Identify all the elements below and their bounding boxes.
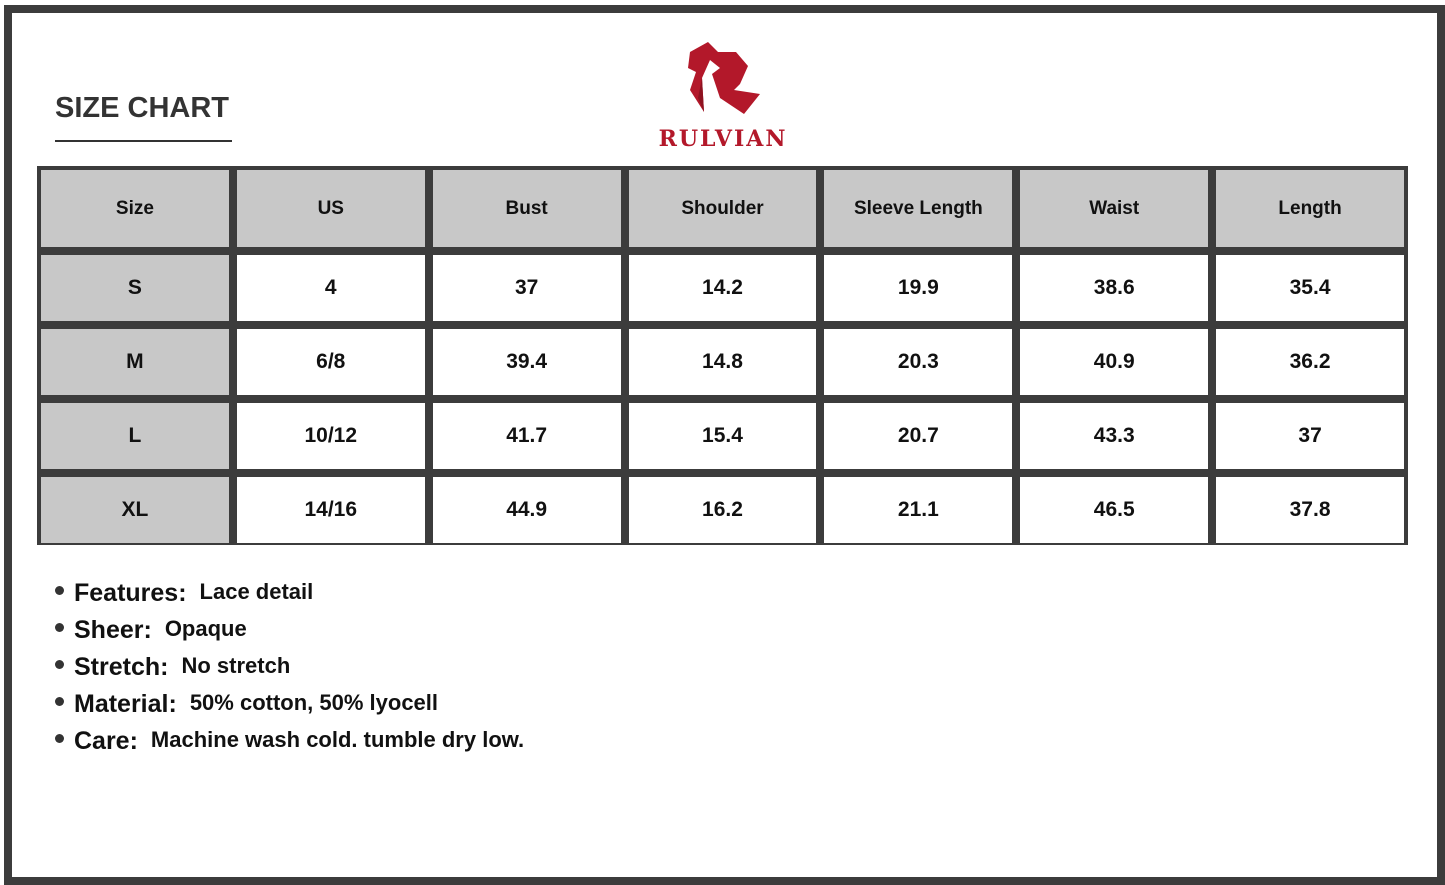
feature-value: Machine wash cold. tumble dry low. [150,726,525,752]
table-cell: 36.2 [1216,329,1404,395]
table-cell: 15.4 [628,403,817,469]
table-cell: 19.9 [824,255,1013,321]
table-cell: 14.2 [628,255,817,321]
table-cell: XL [41,477,229,543]
table-cell: 4 [236,255,425,321]
table-cell: 38.6 [1020,255,1209,321]
bullet-icon [55,623,64,632]
table-cell: 14.8 [628,329,817,395]
table-cell: 20.7 [824,403,1013,469]
brand-logo: RULVIAN [640,38,810,156]
feature-label: Features: [74,579,187,607]
feature-label: Stretch: [74,653,169,681]
table-cell: 37.8 [1216,477,1404,543]
feature-item: Stretch: No stretch [55,649,524,686]
feature-label: Sheer: [74,616,152,644]
feature-item: Sheer: Opaque [55,612,524,649]
header-sleeve-length: Sleeve Length [824,170,1013,247]
brand-r-icon [688,42,760,114]
table-cell: 14/16 [236,477,425,543]
brand-name: RULVIAN [658,126,788,152]
feature-value: 50% cotton, 50% lyocell [189,689,439,715]
table-cell: 37 [432,255,621,321]
bullet-icon [55,660,64,669]
feature-item: Care: Machine wash cold. tumble dry low. [55,723,524,760]
title-underline [55,140,232,142]
page-title: SIZE CHART [55,92,229,124]
bullet-icon [55,734,64,743]
table-cell: 39.4 [432,329,621,395]
header-length: Length [1216,170,1404,247]
feature-item: Features: Lace detail [55,575,524,612]
bullet-icon [55,697,64,706]
header-waist: Waist [1020,170,1209,247]
header-size: Size [41,170,229,247]
table-cell: 46.5 [1020,477,1209,543]
header-bust: Bust [432,170,621,247]
feature-value: Opaque [164,615,247,641]
bullet-icon [55,586,64,595]
table-cell: 37 [1216,403,1404,469]
table-cell: 43.3 [1020,403,1209,469]
table-cell: 41.7 [432,403,621,469]
feature-list: Features: Lace detail Sheer: Opaque Stretc… [55,575,524,760]
table-cell: 16.2 [628,477,817,543]
table-cell: 21.1 [824,477,1013,543]
header-shoulder: Shoulder [628,170,817,247]
table-cell: 10/12 [236,403,425,469]
feature-label: Care: [74,727,138,755]
feature-label: Material: [74,690,177,718]
feature-value: Lace detail [199,578,314,604]
table-cell: M [41,329,229,395]
feature-value: No stretch [181,652,291,678]
table-cell: S [41,255,229,321]
size-table: Size US Bust Shoulder Sleeve Length Wais… [37,166,1408,545]
table-cell: 40.9 [1020,329,1209,395]
table-cell: 20.3 [824,329,1013,395]
table-cell: 44.9 [432,477,621,543]
table-cell: 35.4 [1216,255,1404,321]
table-cell: 6/8 [236,329,425,395]
table-cell: L [41,403,229,469]
header-us: US [236,170,425,247]
feature-item: Material: 50% cotton, 50% lyocell [55,686,524,723]
